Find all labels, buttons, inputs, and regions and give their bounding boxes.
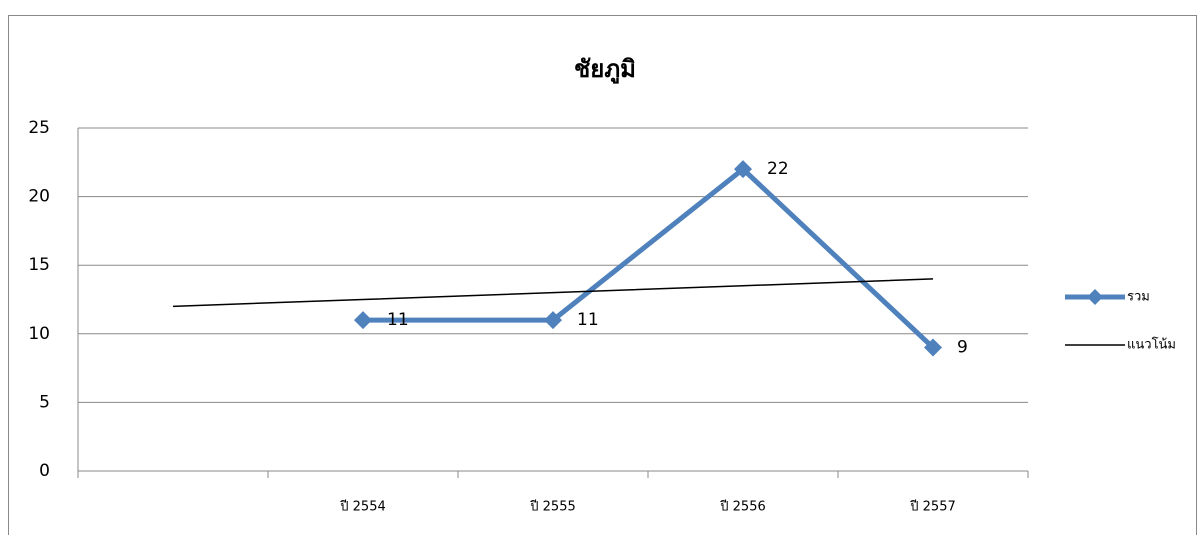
data-label: 11 (577, 310, 599, 330)
point-marker (734, 160, 752, 179)
legend-label: แนวโน้ม (1127, 337, 1176, 353)
legend-label: รวม (1127, 290, 1150, 305)
data-label: 11 (387, 310, 409, 330)
x-tick-label: ปี 2555 (529, 499, 575, 515)
chart-title: ชัยภูมิ (574, 55, 636, 84)
y-tick-label: 0 (39, 461, 50, 481)
y-tick-label: 10 (28, 324, 50, 344)
data-label: 22 (767, 159, 789, 179)
y-tick-label: 20 (28, 187, 50, 207)
legend-marker (1087, 289, 1103, 305)
x-tick-label: ปี 2556 (719, 499, 765, 515)
x-tick-label: ปี 2554 (339, 499, 385, 515)
point-marker (544, 311, 562, 330)
y-tick-label: 25 (28, 118, 50, 138)
y-tick-label: 5 (39, 392, 50, 412)
chart-frame (8, 15, 1197, 535)
point-marker (354, 311, 372, 330)
x-tick-label: ปี 2557 (909, 499, 955, 515)
series-line (172, 278, 934, 308)
point-marker (924, 338, 942, 357)
series-line (363, 165, 935, 350)
y-tick-label: 15 (28, 255, 50, 275)
data-label: 9 (957, 338, 968, 358)
